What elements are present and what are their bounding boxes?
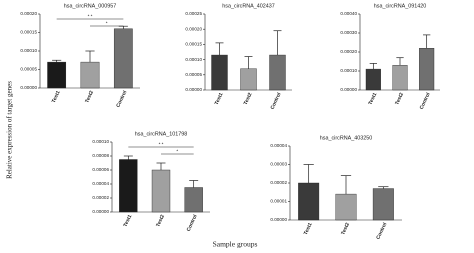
bar xyxy=(211,54,228,91)
y-tick-label: 0.00010 xyxy=(20,48,37,53)
bar xyxy=(372,188,394,221)
significance-label: * * xyxy=(159,142,164,147)
bar xyxy=(47,61,67,89)
x-tick-label: Test1 xyxy=(51,90,62,104)
y-tick-label: 0.00008 xyxy=(92,153,109,158)
y-tick-label: 0.00000 xyxy=(20,85,37,90)
y-tick-label: 0.00015 xyxy=(20,30,37,35)
y-tick-label: 0.00005 xyxy=(20,67,37,72)
bar xyxy=(80,61,100,89)
x-tick-label: Test1 xyxy=(123,214,134,228)
y-tick-label: 0.00040 xyxy=(340,11,357,16)
x-tick-label: Control xyxy=(419,91,432,110)
panel-title: hsa_circRNA_402437 xyxy=(222,3,274,9)
bar xyxy=(298,182,320,221)
y-tick-label: 0.00010 xyxy=(340,68,357,73)
x-tick-label: Test1 xyxy=(303,222,314,236)
y-tick-label: 0.00020 xyxy=(340,49,357,54)
bar xyxy=(269,54,286,91)
y-tick-label: 0.00010 xyxy=(92,139,109,144)
x-tick-label: Control xyxy=(375,221,388,240)
panel-title: hsa_circRNA_403250 xyxy=(320,135,372,141)
y-tick-label: 0.00003 xyxy=(270,162,287,167)
panel: hsa_circRNA_000957 0.00000 0.00005 0.00010 0… xyxy=(20,3,140,109)
bar xyxy=(419,48,435,91)
x-tick-label: Control xyxy=(186,213,199,232)
panel: hsa_circRNA_101798 0.00000 0.00002 0.00004 0… xyxy=(92,131,210,233)
x-tick-label: Control xyxy=(270,91,283,110)
panel-title: hsa_circRNA_000957 xyxy=(64,3,116,9)
x-tick-label: Control xyxy=(115,89,128,108)
y-tick-label: 0.00015 xyxy=(185,42,202,47)
panel: hsa_circRNA_403250 0.00000 0.00001 0.00002 0… xyxy=(270,135,402,241)
panel: hsa_circRNA_402437 0.00000 0.00005 0.00010 0… xyxy=(185,3,292,111)
x-tick-label: Test2 xyxy=(84,90,95,104)
significance-label: * xyxy=(106,21,108,26)
bar xyxy=(335,193,357,221)
x-tick-label: Test2 xyxy=(243,92,254,106)
bar xyxy=(365,68,381,91)
x-tick-label: Test2 xyxy=(155,214,166,228)
bar xyxy=(151,169,171,213)
panel: hsa_circRNA_091420 0.00000 0.00010 0.00020 0… xyxy=(340,3,440,111)
y-tick-label: 0.00000 xyxy=(340,87,357,92)
y-tick-label: 0.00001 xyxy=(270,199,287,204)
significance-label: * * xyxy=(88,14,93,19)
y-axis-label: Relative expression of target genes xyxy=(6,81,14,179)
y-tick-label: 0.00010 xyxy=(185,57,202,62)
significance-label: * xyxy=(176,149,178,154)
y-tick-label: 0.00002 xyxy=(92,195,109,200)
y-tick-label: 0.00004 xyxy=(92,181,109,186)
y-tick-label: 0.00020 xyxy=(20,11,37,16)
y-tick-label: 0.00020 xyxy=(185,26,202,31)
panel-title: hsa_circRNA_101798 xyxy=(135,131,187,137)
y-tick-label: 0.00004 xyxy=(270,143,287,148)
x-tick-label: Test2 xyxy=(340,222,351,236)
panel-title: hsa_circRNA_091420 xyxy=(374,3,426,9)
x-tick-label: Test1 xyxy=(214,92,225,106)
y-tick-label: 0.00000 xyxy=(185,87,202,92)
y-tick-label: 0.00030 xyxy=(340,30,357,35)
bar xyxy=(113,28,133,89)
y-tick-label: 0.00000 xyxy=(92,209,109,214)
x-axis-label: Sample groups xyxy=(213,240,258,249)
x-tick-label: Test2 xyxy=(394,92,405,106)
y-tick-label: 0.00002 xyxy=(270,180,287,185)
y-tick-label: 0.00006 xyxy=(92,167,109,172)
bar xyxy=(184,187,203,213)
y-tick-label: 0.00025 xyxy=(185,11,202,16)
bar xyxy=(119,159,138,213)
bar xyxy=(240,68,257,91)
bar xyxy=(392,65,408,91)
y-tick-label: 0.00000 xyxy=(270,217,287,222)
y-tick-label: 0.00005 xyxy=(185,72,202,77)
x-tick-label: Test1 xyxy=(368,92,379,106)
